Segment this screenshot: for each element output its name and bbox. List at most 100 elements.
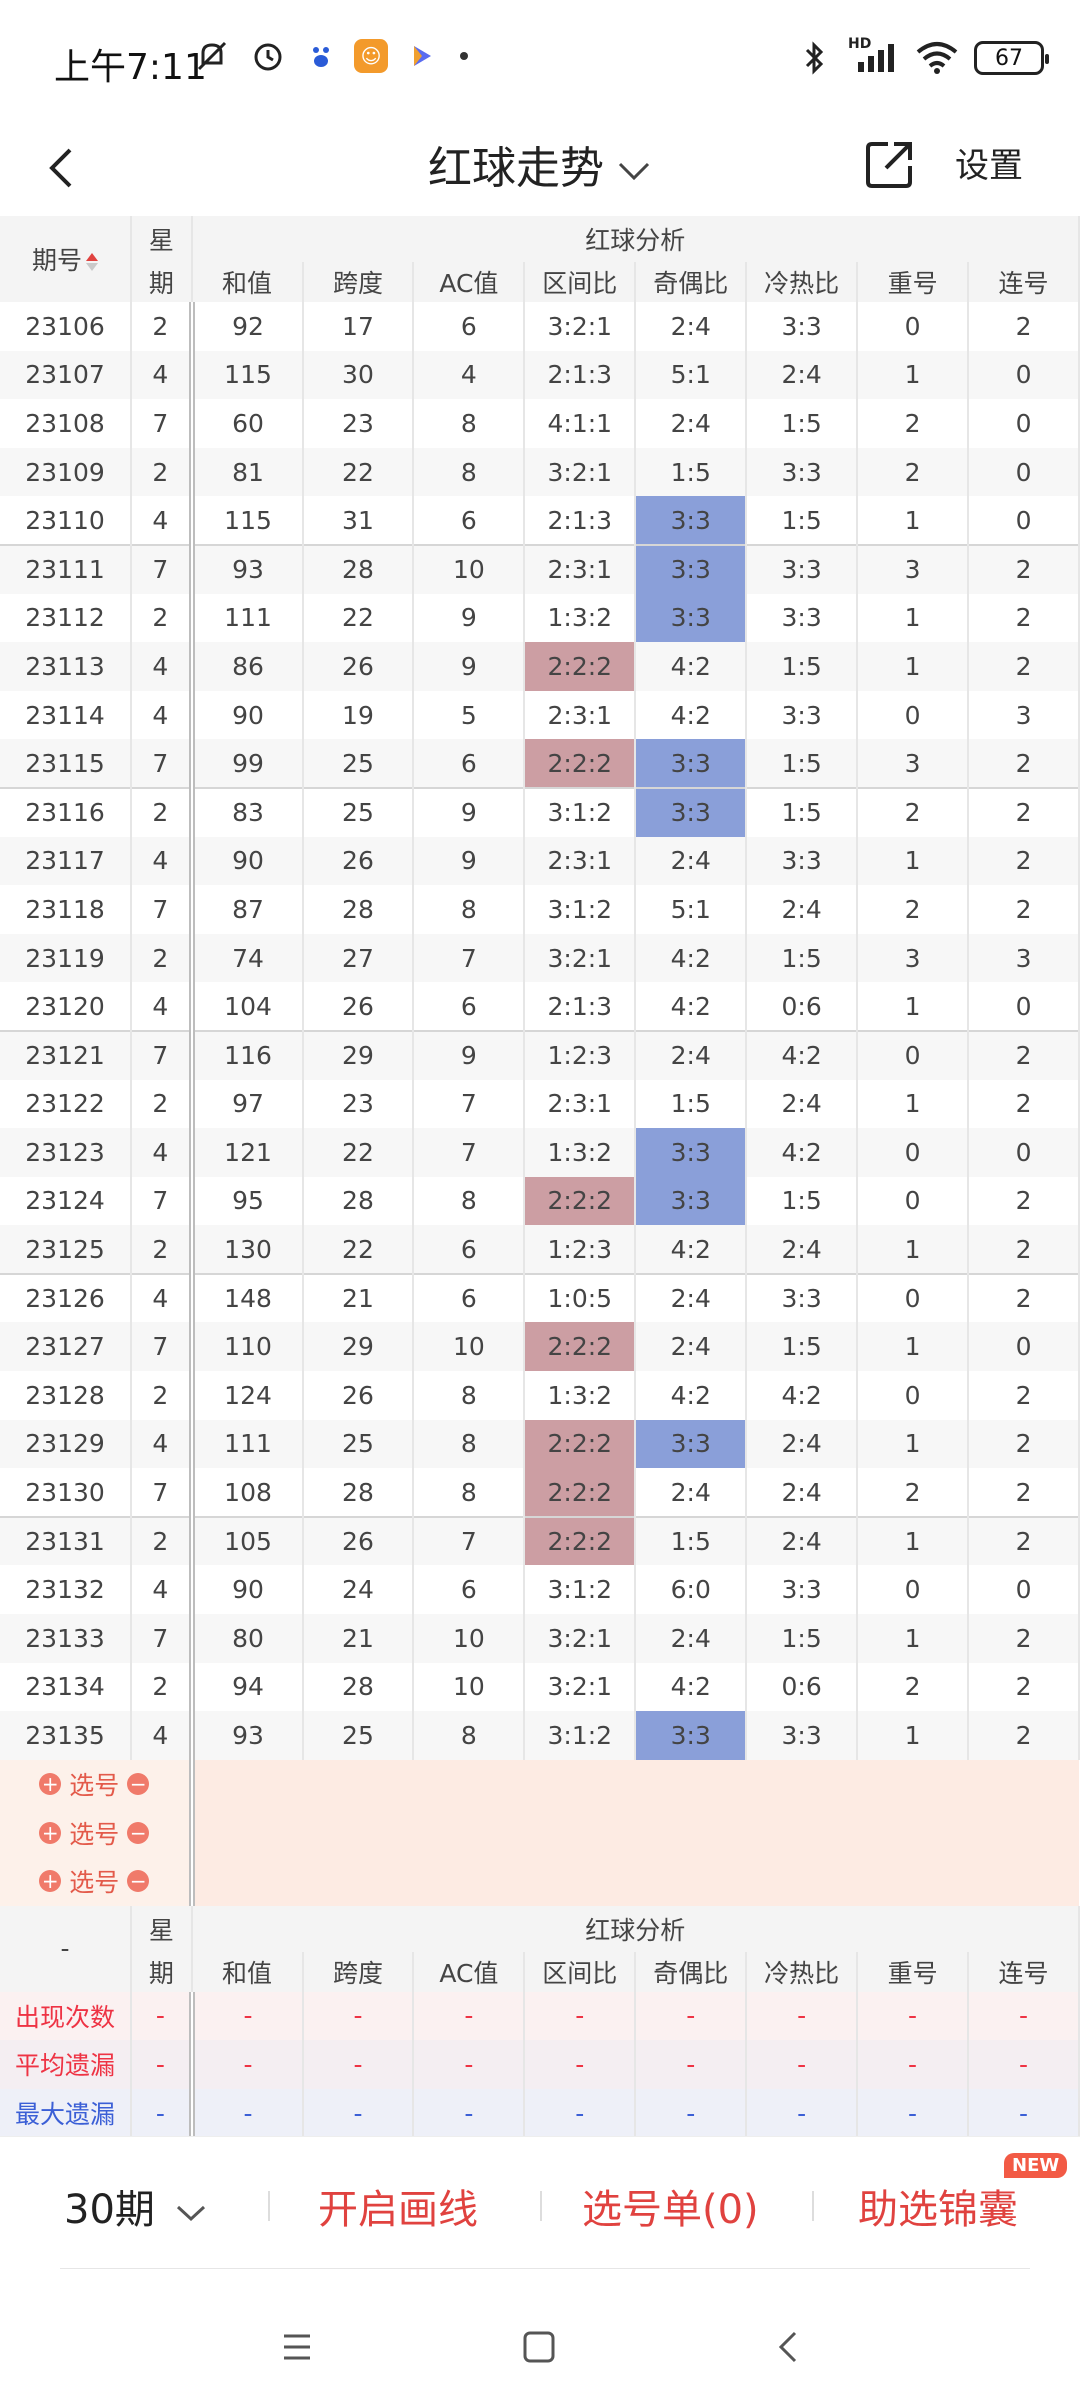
more-notifications-icon <box>460 52 468 60</box>
remove-icon[interactable]: − <box>127 1821 150 1844</box>
back-button[interactable] <box>30 136 90 200</box>
weekday-cell: 2 <box>131 933 195 983</box>
pick-row: + 选号 − <box>0 1759 1079 1809</box>
value-cell: 1 <box>857 1711 970 1760</box>
period-cell: 23126 <box>0 1272 133 1323</box>
add-icon[interactable]: + <box>39 1773 62 1796</box>
value-cell: 2:2:2 <box>524 1176 637 1226</box>
value-cell: 22 <box>302 593 415 643</box>
value-cell: 3:3 <box>746 593 859 643</box>
column-header: 重号 <box>857 262 970 302</box>
stats-value: - <box>524 1991 637 2041</box>
value-cell: 26 <box>302 982 415 1031</box>
value-cell: 3:2:1 <box>524 933 637 983</box>
value-cell: 22 <box>302 1225 415 1274</box>
column-header: 奇偶比 <box>635 262 748 302</box>
top-navigation-bar: 红球走势 设置 <box>0 124 1080 216</box>
table-row: 23121 7 116 29 9 1:2:3 2:4 4:2 0 2 <box>0 1029 1080 1080</box>
add-icon[interactable]: + <box>39 1821 62 1844</box>
value-cell: 0 <box>857 1029 970 1080</box>
value-cell: 2 <box>968 642 1080 691</box>
divider <box>268 2191 270 2221</box>
weekday-value: 2 <box>152 1234 169 1264</box>
value-cell: 3:3 <box>746 1711 859 1760</box>
value-cell: 1:5 <box>746 399 859 448</box>
period-cell: 23111 <box>0 543 133 594</box>
marker-indicator <box>189 508 192 532</box>
value-cell: 6 <box>413 982 526 1031</box>
period-cell: 23134 <box>0 1662 133 1712</box>
value-cell: 0 <box>968 1565 1080 1615</box>
value-cell: 87 <box>191 885 304 934</box>
settings-button[interactable]: 设置 <box>955 146 1023 186</box>
weekday-value: 2 <box>152 457 169 487</box>
period-cell: 23132 <box>0 1565 133 1615</box>
period-cell: 23125 <box>0 1225 133 1274</box>
value-cell: 81 <box>191 447 304 497</box>
home-icon[interactable] <box>514 2322 564 2372</box>
value-cell: 2 <box>968 1079 1080 1129</box>
table-row: 23131 2 105 26 7 2:2:2 1:5 2:4 1 2 <box>0 1515 1080 1566</box>
menu-icon[interactable] <box>272 2322 322 2372</box>
pick-area[interactable] <box>191 1808 1079 1857</box>
pick-area[interactable] <box>191 1857 1079 1906</box>
value-cell: 9 <box>413 593 526 643</box>
value-cell: 2 <box>968 836 1080 886</box>
stats-value: - <box>524 2040 637 2089</box>
share-icon[interactable] <box>860 134 920 194</box>
value-cell: 1 <box>857 593 970 643</box>
value-cell: 10 <box>413 543 526 594</box>
stats-value: - <box>191 2088 304 2138</box>
value-cell: 2:3:1 <box>524 836 637 886</box>
value-cell: 8 <box>413 1371 526 1420</box>
value-cell: 28 <box>302 1662 415 1712</box>
tips-button[interactable]: 助选锦囊 <box>858 2187 1018 2233</box>
value-cell: 2:4 <box>635 1029 748 1080</box>
remove-icon[interactable]: − <box>127 1773 150 1796</box>
table-row: 23129 4 111 25 8 2:2:2 3:3 2:4 1 2 <box>0 1419 1080 1469</box>
lottery-selector[interactable]: 红球走势 <box>0 132 1080 196</box>
value-cell: 2 <box>968 1225 1080 1274</box>
stats-value: - <box>635 2088 748 2138</box>
table-row: 23122 2 97 23 7 2:3:1 1:5 2:4 1 2 <box>0 1079 1080 1129</box>
app-smile-icon: ☺ <box>354 39 388 73</box>
weekday-value: 7 <box>152 748 169 778</box>
value-cell: 25 <box>302 786 415 837</box>
marker-indicator <box>189 1675 192 1699</box>
period-column-header[interactable]: 期号 <box>0 216 133 302</box>
value-cell: 7 <box>413 1515 526 1566</box>
value-cell: 0 <box>857 1128 970 1177</box>
pick-label[interactable]: 选号 <box>69 1868 120 1898</box>
period-count-dropdown[interactable]: 30期 <box>64 2177 208 2235</box>
value-cell: 3:3 <box>635 1176 748 1226</box>
table-row: 23115 7 99 25 6 2:2:2 3:3 1:5 3 2 <box>0 739 1080 788</box>
period-cell: 23114 <box>0 690 133 740</box>
pick-area[interactable] <box>191 1759 1079 1809</box>
add-icon[interactable]: + <box>39 1870 62 1893</box>
system-back-icon[interactable] <box>764 2322 814 2372</box>
value-cell: 5:1 <box>635 350 748 400</box>
pick-list-button[interactable]: 选号单(0) <box>582 2187 759 2233</box>
period-cell: 23119 <box>0 933 133 983</box>
status-notification-icons: ☺ <box>192 36 468 76</box>
value-cell: 1:5 <box>746 642 859 691</box>
weekday-value: 7 <box>152 1623 169 1653</box>
value-cell: 3:2:1 <box>524 302 637 351</box>
value-cell: 0 <box>857 1565 970 1615</box>
red-ball-analysis-header: 红球分析 <box>191 1905 1080 1952</box>
draw-lines-button[interactable]: 开启画线 <box>318 2187 478 2233</box>
remove-icon[interactable]: − <box>127 1870 150 1893</box>
pick-label[interactable]: 选号 <box>69 1819 120 1849</box>
value-cell: 8 <box>413 1468 526 1517</box>
pick-label[interactable]: 选号 <box>69 1771 120 1801</box>
week-header-bottom: 期 <box>131 262 193 302</box>
value-cell: 0 <box>968 1128 1080 1177</box>
weekday-value: 4 <box>152 1284 169 1314</box>
table-row: 23117 4 90 26 9 2:3:1 2:4 3:3 1 2 <box>0 836 1080 886</box>
stats-value: - <box>635 2040 748 2089</box>
video-app-icon <box>404 39 438 73</box>
stats-value: - <box>302 2040 415 2089</box>
period-cell: 23110 <box>0 496 133 545</box>
value-cell: 116 <box>191 1029 304 1080</box>
stats-row: 平均遗漏 - - - - - - - - - <box>0 2040 1080 2089</box>
